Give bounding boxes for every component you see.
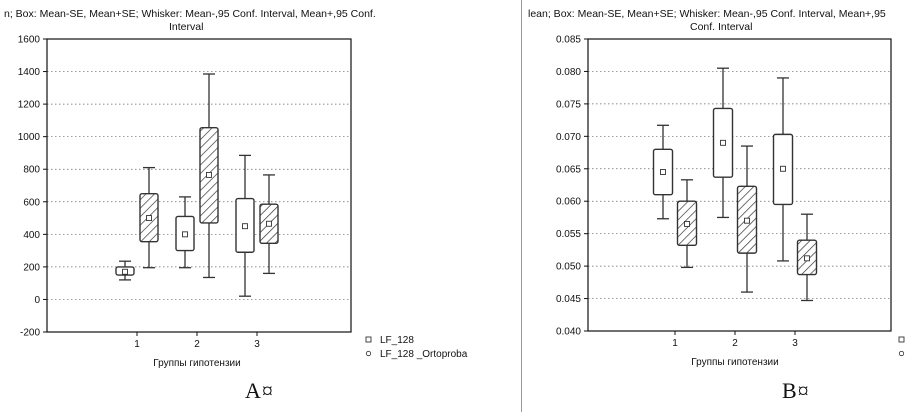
chart-a-legend-label: LF_128 _Ortoproba	[380, 349, 468, 360]
chart-b-ytick-label: 0.050	[556, 262, 581, 273]
chart-a-legend-marker	[365, 350, 372, 357]
chart-a-xtick-label: 1	[134, 339, 140, 350]
chart-b-ytick-label: 0.080	[556, 67, 581, 78]
chart-b-mean-marker	[780, 165, 786, 172]
chart-b-ytick-label: 0.045	[556, 294, 581, 305]
chart-a-xtick-label: 3	[254, 339, 260, 350]
chart-a-ytick-label: 1400	[18, 67, 41, 78]
chart-panel-a: n; Box: Mean-SE, Mean+SE; Whisker: Mean-…	[4, 8, 468, 404]
chart-a-mean-marker	[206, 171, 212, 178]
chart-a-ytick-label: 800	[23, 165, 40, 176]
chart-b-mean-marker	[804, 255, 810, 262]
chart-b-box-1-2	[712, 67, 734, 219]
chart-b-box-2-2	[736, 145, 758, 293]
chart-b-panel-label: B¤	[782, 378, 810, 403]
chart-b-legend-marker	[898, 336, 905, 343]
chart-b-ytick-label: 0.085	[556, 35, 581, 46]
chart-b-xtick-label: 1	[672, 338, 678, 349]
chart-b-header-line2: Conf. Interval	[690, 21, 753, 33]
chart-b-box-1-3	[772, 77, 794, 262]
chart-a-ytick-label: 0	[34, 295, 40, 306]
chart-b-plot-frame	[587, 38, 892, 332]
chart-b-xtick-label: 3	[792, 338, 798, 349]
chart-a-box-1-3	[235, 154, 255, 297]
chart-b-ytick-label: 0.060	[556, 197, 581, 208]
chart-a-plot: 1600 1400 1200 1000 800 600 400 200 0 -200 1 2 3 Груп…	[18, 35, 468, 370]
chart-a-legend-marker	[365, 336, 372, 343]
chart-panel-b: lean; Box: Mean-SE, Mean+SE; Whisker: Me…	[524, 0, 905, 412]
chart-b-ytick-label: 0.070	[556, 132, 581, 143]
chart-a-ytick-label: 1000	[18, 132, 41, 143]
chart-a-ytick-label: 200	[23, 262, 40, 273]
chart-a-mean-marker	[266, 220, 272, 227]
chart-b-xtick-label: 2	[732, 338, 738, 349]
chart-b-plot: 0.085 0.080 0.075 0.070 0.065 0.060 0.055 0.050…	[556, 35, 905, 368]
chart-a-box-2-1	[139, 166, 159, 269]
chart-a-box-1-2	[175, 196, 195, 269]
chart-a-ytick-label: 400	[23, 230, 40, 241]
chart-a-plot-frame	[46, 38, 352, 333]
chart-a-xaxis-title: Группы гипотензии	[153, 358, 240, 369]
chart-b-box-2-1	[676, 179, 698, 269]
chart-a-header-line2: Interval	[169, 21, 204, 33]
chart-b-ytick-label: 0.065	[556, 164, 581, 175]
panel-separator	[521, 0, 522, 412]
chart-b-ytick-label: 0.055	[556, 229, 581, 240]
chart-a-ytick-label: -200	[20, 328, 40, 339]
chart-b-header-line1: lean; Box: Mean-SE, Mean+SE; Whisker: Me…	[528, 8, 886, 20]
chart-b-box-1-1	[652, 124, 674, 220]
chart-a-mean-marker	[242, 223, 248, 230]
chart-b-xaxis-title: Группы гипотензии	[691, 357, 778, 368]
chart-a-box-2-3	[259, 174, 279, 275]
chart-b-mean-marker	[744, 217, 750, 224]
chart-b-legend-marker	[898, 350, 905, 357]
chart-a-ytick-label: 1600	[18, 35, 41, 46]
chart-b-mean-marker	[720, 139, 726, 146]
chart-a-legend-label: LF_128	[380, 335, 414, 346]
chart-b-box-2-3	[796, 213, 818, 302]
chart-a-header-line1: n; Box: Mean-SE, Mean+SE; Whisker: Mean-…	[4, 8, 376, 20]
chart-b-mean-marker	[684, 220, 690, 227]
chart-a-ytick-label: 1200	[18, 100, 41, 111]
chart-a-mean-marker	[146, 215, 152, 222]
chart-a-xtick-label: 2	[194, 339, 200, 350]
chart-b-mean-marker	[660, 169, 666, 175]
chart-a-mean-marker	[122, 268, 128, 275]
chart-a-mean-marker	[182, 231, 188, 238]
chart-b-ytick-label: 0.075	[556, 99, 581, 110]
chart-a-ytick-label: 600	[23, 197, 40, 208]
chart-a-box-1-1	[115, 260, 135, 281]
chart-a-box-2-2	[199, 73, 219, 279]
chart-b-ytick-label: 0.040	[556, 327, 581, 338]
chart-a-panel-label: A¤	[245, 378, 274, 403]
